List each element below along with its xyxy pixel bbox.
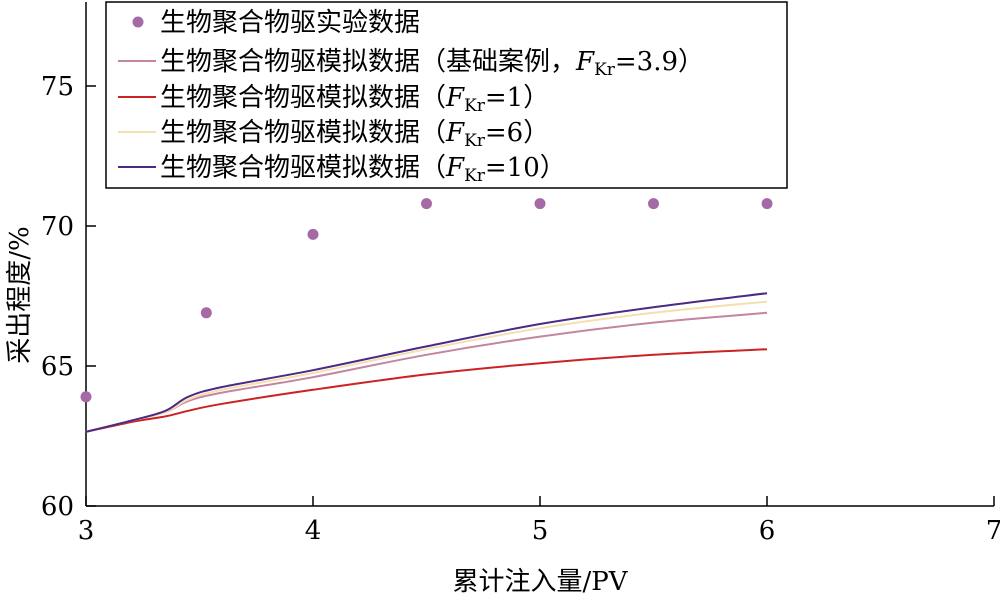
scatter-point — [80, 391, 92, 403]
x-tick-label: 4 — [305, 516, 322, 546]
scatter-point — [761, 198, 773, 210]
legend-label-scatter: 生物聚合物驱实验数据 — [160, 8, 420, 38]
x-tick-label: 7 — [986, 516, 1000, 546]
x-tick-label: 6 — [759, 516, 776, 546]
series-line-3 — [85, 300, 768, 433]
scatter-point — [307, 228, 319, 240]
legend-f-sub: Kr — [464, 131, 486, 151]
x-axis-title: 累计注入量/PV — [452, 567, 628, 597]
legend-label-base: 生物聚合物驱模拟数据（基础案例，FKr=3.9） — [160, 47, 704, 80]
scatter-points — [80, 198, 773, 403]
axis-ticks: 3 4 5 6 7 60 65 70 75 — [41, 72, 1000, 546]
scatter-point — [200, 307, 212, 319]
legend-f: F — [445, 153, 465, 183]
y-axis-title: 采出程度/% — [5, 226, 35, 363]
legend-f: F — [575, 47, 595, 77]
legend-label-value: =3.9） — [615, 47, 704, 77]
legend-label-value: =1） — [485, 83, 549, 113]
series-line-4 — [85, 292, 768, 433]
legend-label-value: =6） — [485, 118, 549, 148]
legend-label-value: =10） — [485, 153, 566, 183]
legend-f-sub: Kr — [464, 96, 486, 116]
legend-label-text: 生物聚合物驱模拟数据（ — [160, 83, 446, 113]
legend-label-text: 生物聚合物驱模拟数据（基础案例， — [160, 47, 576, 77]
legend-box — [105, 1, 788, 189]
legend: 生物聚合物驱实验数据 生物聚合物驱模拟数据（基础案例，FKr=3.9） 生物聚合… — [105, 1, 788, 189]
legend-label-fkr6: 生物聚合物驱模拟数据（FKr=6） — [160, 118, 549, 151]
y-tick-label: 65 — [41, 352, 74, 382]
legend-f-sub: Kr — [464, 166, 486, 186]
y-tick-label: 75 — [41, 72, 74, 102]
scatter-point — [648, 198, 659, 210]
legend-label-text: 生物聚合物驱模拟数据（ — [160, 153, 446, 183]
x-tick-label: 3 — [78, 516, 95, 546]
legend-label-fkr1: 生物聚合物驱模拟数据（FKr=1） — [160, 83, 549, 116]
legend-f: F — [445, 118, 465, 148]
x-tick-label: 5 — [532, 516, 549, 546]
series-line-1 — [85, 311, 768, 433]
legend-f: F — [445, 83, 465, 113]
scatter-point — [421, 198, 432, 210]
y-tick-label: 70 — [41, 212, 74, 242]
legend-marker-scatter — [132, 16, 144, 28]
legend-f-sub: Kr — [594, 60, 616, 80]
series-line-2 — [85, 348, 768, 433]
y-tick-label: 60 — [41, 492, 74, 522]
series-lines — [85, 292, 768, 433]
legend-label-text: 生物聚合物驱模拟数据（ — [160, 118, 446, 148]
scatter-point — [534, 198, 546, 210]
legend-label-fkr10: 生物聚合物驱模拟数据（FKr=10） — [160, 153, 566, 186]
